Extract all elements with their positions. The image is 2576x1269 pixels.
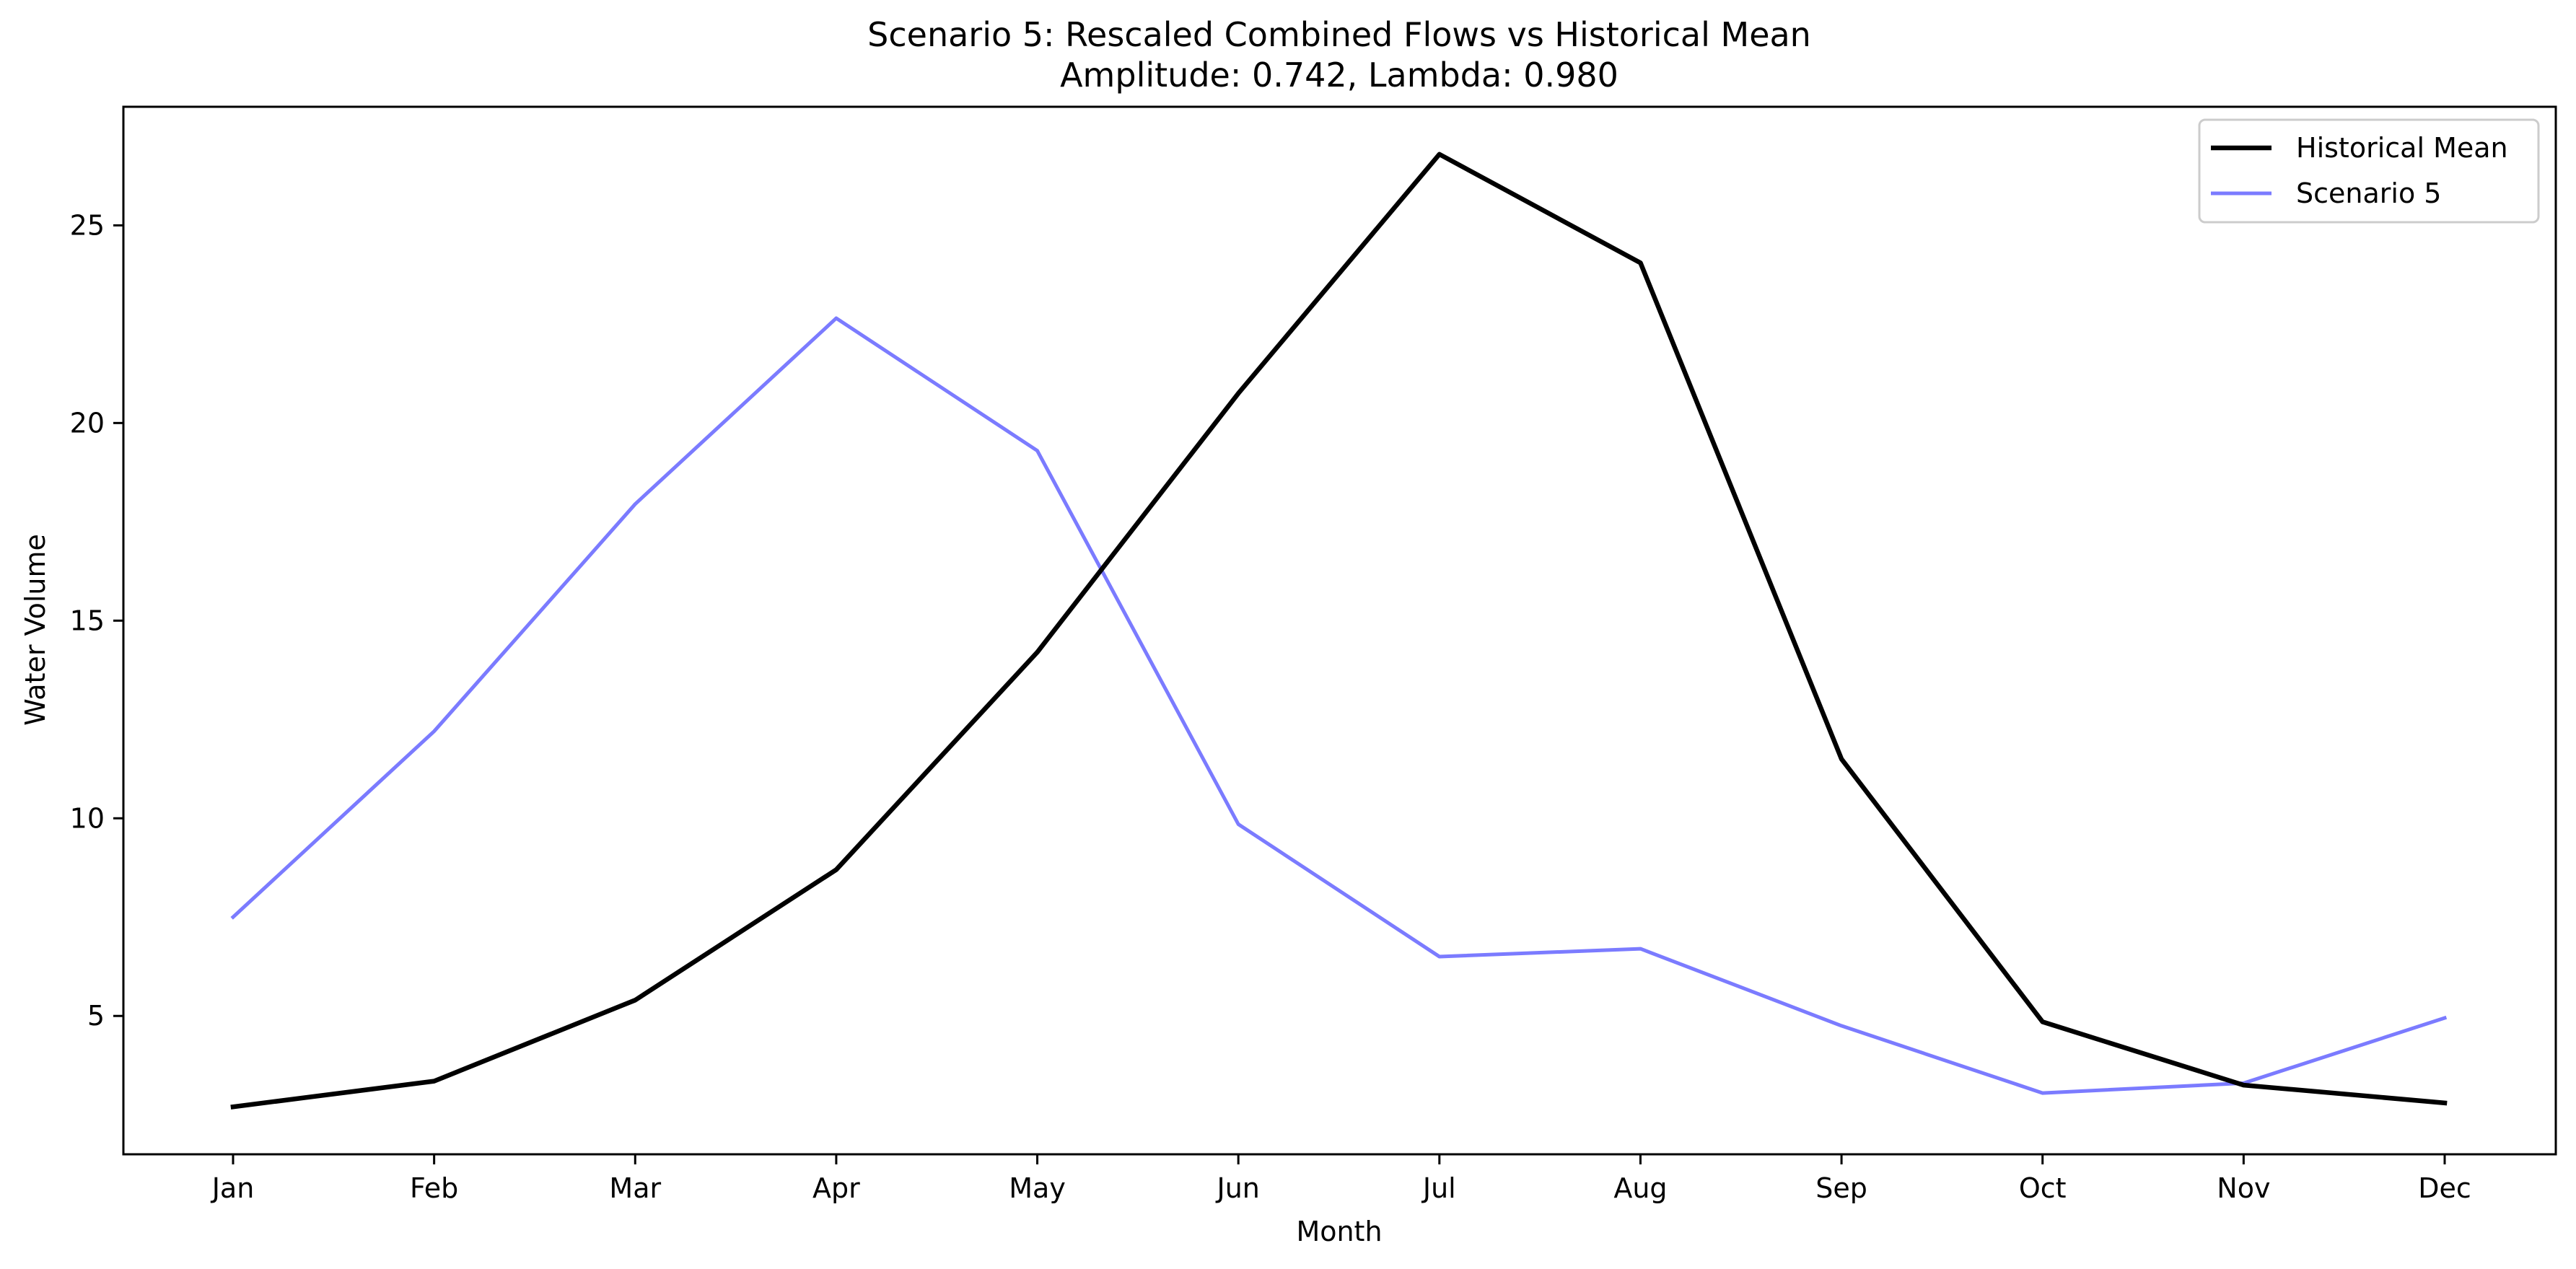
x-tick-label-oct: Oct — [2019, 1172, 2067, 1204]
y-tick-label-25: 25 — [70, 209, 105, 241]
x-tick-label-nov: Nov — [2217, 1172, 2270, 1204]
series-line-historical-mean — [230, 152, 2448, 1110]
x-axis-ticks: Jan Feb Mar Apr May Jun Jul Aug Sep Oct Nov Dec — [211, 1154, 2471, 1204]
legend: Historical Mean Scenario 5 — [2198, 118, 2540, 224]
legend-label-historical-mean: Historical Mean — [2296, 132, 2508, 164]
y-axis-label: Water Volume — [19, 534, 51, 726]
legend-box — [2198, 118, 2540, 224]
chart-title-line-2: Amplitude: 0.742, Lambda: 0.980 — [1060, 56, 1618, 95]
x-tick-label-dec: Dec — [2418, 1172, 2471, 1204]
plot-frame — [122, 105, 2557, 1156]
x-tick-label-feb: Feb — [410, 1172, 458, 1204]
chart-title-line-1: Scenario 5: Rescaled Combined Flows vs H… — [867, 15, 1811, 54]
y-tick-label-15: 15 — [70, 605, 105, 636]
y-tick-label-20: 20 — [70, 407, 105, 439]
y-tick-label-10: 10 — [70, 802, 105, 834]
legend-label-scenario-5: Scenario 5 — [2296, 177, 2441, 209]
plot-area — [230, 152, 2448, 1110]
y-tick-label-5: 5 — [87, 1000, 105, 1032]
x-axis-label: Month — [1296, 1216, 1382, 1247]
y-axis-ticks: 5 10 15 20 25 — [70, 209, 123, 1032]
x-tick-label-jul: Jul — [1421, 1172, 1456, 1204]
x-tick-label-sep: Sep — [1815, 1172, 1867, 1204]
x-tick-label-apr: Apr — [812, 1172, 860, 1204]
x-tick-label-jun: Jun — [1215, 1172, 1259, 1204]
series-line-scenario-5 — [230, 316, 2448, 1095]
x-tick-label-may: May — [1009, 1172, 1066, 1204]
x-tick-label-jan: Jan — [211, 1172, 255, 1204]
x-tick-label-aug: Aug — [1613, 1172, 1667, 1204]
x-tick-label-mar: Mar — [609, 1172, 661, 1204]
